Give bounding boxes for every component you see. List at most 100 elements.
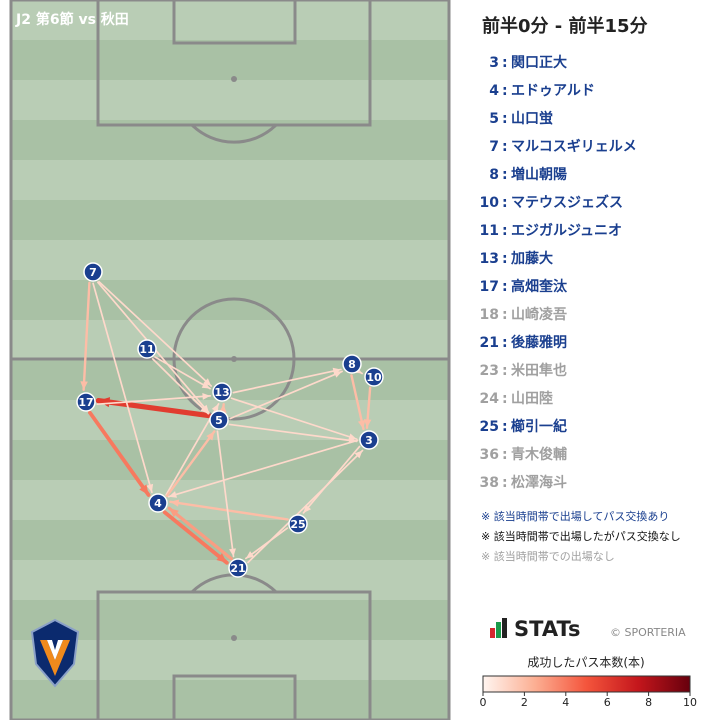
pass-edge <box>350 374 365 431</box>
player-node <box>359 430 379 450</box>
separator: : <box>502 251 508 267</box>
arrowhead <box>211 403 219 413</box>
pass-edge <box>98 280 213 387</box>
pitch-stripe <box>11 40 449 80</box>
arrowhead <box>357 419 366 429</box>
colorbar-tick-label: 4 <box>562 696 569 709</box>
arrowhead <box>146 483 154 493</box>
player-name: 山田陸 <box>511 390 553 407</box>
arrowhead <box>206 431 215 441</box>
player-name: 青木俊輔 <box>511 446 567 463</box>
pass-edge <box>247 449 364 564</box>
pitch-stripe <box>11 0 449 40</box>
player-number: 3 <box>489 55 499 71</box>
player-name: 米田隼也 <box>511 362 567 379</box>
stats-logo: STATs © SPORTERIA <box>490 617 686 641</box>
separator: : <box>502 307 508 323</box>
pass-edge <box>232 368 342 394</box>
pitch-stripe <box>11 200 449 240</box>
edges <box>80 280 372 565</box>
match-title: J2 第6節 vs 秋田 <box>15 11 129 28</box>
player-number: 11 <box>480 223 499 239</box>
separator: : <box>502 475 508 491</box>
pitch-stripe <box>11 480 449 520</box>
separator: : <box>502 55 508 71</box>
separator: : <box>502 279 508 295</box>
arrowhead <box>202 392 211 400</box>
credit: © SPORTERIA <box>610 626 686 639</box>
arrowhead <box>354 450 363 459</box>
arrowhead <box>201 381 211 389</box>
player-name: 松澤海斗 <box>511 474 567 491</box>
player-name: エドゥアルド <box>511 83 595 99</box>
player-name: 加藤大 <box>510 250 553 267</box>
player-name: マルコスギリェルメ <box>511 138 637 155</box>
nodes: 7 11 13 17 5 8 10 3 4 25 21 <box>76 262 384 578</box>
pass-edge <box>167 439 359 498</box>
arrowhead <box>139 484 149 495</box>
separator: : <box>502 195 508 211</box>
player-node <box>342 354 362 374</box>
pitch-stripe <box>11 120 449 160</box>
player-number: 8 <box>489 167 499 183</box>
arrowhead <box>216 553 227 563</box>
player-number: 36 <box>480 447 499 463</box>
arrowhead <box>98 397 111 408</box>
node-label: 25 <box>290 518 305 531</box>
player-name: 後藤雅明 <box>511 334 567 351</box>
pass-edge <box>88 410 151 497</box>
node-label: 13 <box>214 386 229 399</box>
player-node <box>148 493 168 513</box>
arrowhead <box>229 548 236 557</box>
arrowhead <box>200 405 209 414</box>
separator: : <box>502 139 508 155</box>
pass-edge <box>230 397 358 440</box>
player-number: 7 <box>489 139 499 155</box>
node-label: 7 <box>89 266 97 279</box>
separator: : <box>502 363 508 379</box>
player-node <box>212 382 232 402</box>
arrowhead <box>169 508 179 518</box>
colorbar-tick-label: 10 <box>683 696 697 709</box>
player-number: 10 <box>480 195 500 211</box>
pass-edge <box>216 430 235 558</box>
player-node <box>364 367 384 387</box>
separator: : <box>502 447 508 463</box>
player-number: 17 <box>480 279 499 295</box>
node-label: 10 <box>366 371 382 384</box>
team-crest <box>30 618 80 688</box>
pass-edge <box>229 370 343 420</box>
player-name: エジガルジュニオ <box>511 223 622 239</box>
pass-edge <box>167 506 233 561</box>
pass-edge <box>96 395 212 406</box>
pitch-stripe <box>11 160 449 200</box>
separator: : <box>502 223 508 239</box>
player-number: 4 <box>489 83 499 99</box>
pitch-spots <box>231 76 237 641</box>
player-name: 増山朝陽 <box>511 166 567 183</box>
player-number: 18 <box>480 307 499 323</box>
pitch-stripe <box>11 600 449 640</box>
player-number: 21 <box>480 335 499 351</box>
arrowhead <box>203 378 212 387</box>
pitch-stripe <box>11 80 449 120</box>
player-number: 5 <box>489 111 499 127</box>
player-node <box>76 392 96 412</box>
player-name: 高畑奎汰 <box>511 278 568 295</box>
player-number: 23 <box>480 363 499 379</box>
node-label: 8 <box>348 358 356 371</box>
player-number: 13 <box>480 251 499 267</box>
colorbar-ticks: 0 2 4 6 8 10 <box>480 692 697 709</box>
colorbar-tick-label: 2 <box>521 696 528 709</box>
player-name: 山崎凌吾 <box>511 306 567 323</box>
player-node <box>209 410 229 430</box>
separator: : <box>502 335 508 351</box>
note: ※ 該当時間帯で出場したがパス交換なし <box>481 529 681 543</box>
colorbar-tick-label: 0 <box>480 696 487 709</box>
player-name: マテウスジェズス <box>511 194 623 211</box>
note: ※ 該当時間帯で出場してパス交換あり <box>481 509 669 523</box>
player-name: 関口正大 <box>511 54 567 71</box>
